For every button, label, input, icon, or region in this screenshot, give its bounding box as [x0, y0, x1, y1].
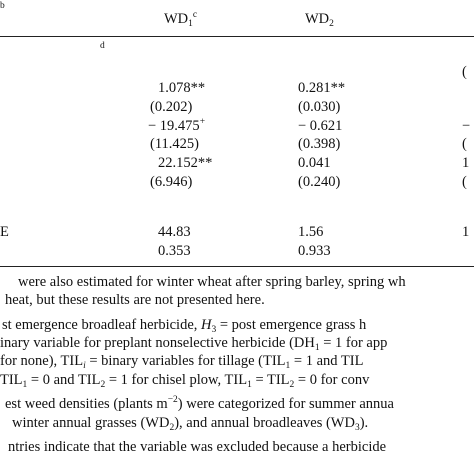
text-segment: = 1 for chisel plow, TIL — [105, 372, 248, 388]
footnote-line: were also estimated for winter wheat aft… — [18, 275, 406, 290]
table-cell: 0.281** — [298, 80, 346, 96]
table-cell: (6.946) — [150, 174, 193, 190]
text-segment: est weed densities (plants m — [5, 396, 168, 412]
footnote-line: st emergence broadleaf herbicide, H3 = p… — [2, 317, 367, 335]
text-segment: st emergence broadleaf herbicide, — [2, 317, 202, 333]
table-cell: (0.202) — [150, 99, 193, 115]
table-cell: − 0.621 — [298, 118, 343, 134]
text-segment: 2 — [329, 19, 334, 29]
text-segment: = binary variables for tillage (TIL — [85, 353, 286, 369]
text-segment: ), and annual broadleaves (WD — [174, 415, 355, 431]
table-cell: 1.078** — [158, 80, 206, 96]
table-cell: (11.425) — [150, 136, 199, 152]
text-segment: were also estimated for winter wheat aft… — [18, 274, 406, 290]
text-segment: = post emergence grass h — [216, 317, 367, 333]
text-segment: winter annual grasses (WD — [12, 415, 170, 431]
column-header: WD1c — [164, 10, 198, 29]
header-note: b — [0, 1, 5, 11]
text-segment: − 19.475 — [148, 118, 200, 134]
bottom-rule — [0, 266, 474, 267]
footnote-line: winter annual grasses (WD2), and annual … — [12, 415, 369, 433]
text-segment: 1 — [188, 19, 193, 29]
table-cell: 1 — [462, 224, 470, 240]
column-header: WD2 — [305, 11, 334, 29]
text-segment: H — [201, 317, 212, 333]
text-segment: ) were categorized for summer annua — [177, 396, 394, 412]
table-cell: 22.152** — [158, 155, 213, 171]
text-segment: WD — [164, 11, 189, 27]
text-segment: inary variable for preplant nonselective… — [0, 335, 315, 351]
section-note: d — [100, 41, 105, 51]
text-segment: 3 — [211, 325, 217, 335]
text-segment: = 1 and TIL — [290, 353, 364, 369]
text-segment: = 0 for conv — [294, 372, 370, 388]
header-rule — [0, 36, 474, 37]
table-cell: 1.56 — [298, 224, 324, 240]
table-cell: − 19.475+ — [148, 117, 206, 134]
text-segment: 3 — [354, 423, 360, 433]
footnote-line: inary variable for preplant nonselective… — [0, 335, 388, 353]
text-segment: ntries indicate that the variable was ex… — [8, 439, 387, 455]
table-cell: 1 — [462, 155, 470, 171]
text-segment: TIL — [0, 372, 23, 388]
text-segment: for none), TIL — [0, 353, 84, 369]
table-cell: ( — [462, 64, 467, 80]
table-cell: 0.353 — [158, 243, 191, 259]
text-segment: heat, but these results are not presente… — [5, 292, 265, 308]
text-segment: −2 — [167, 395, 178, 405]
text-segment: = 1 for app — [319, 335, 388, 351]
text-segment: ). — [359, 415, 369, 431]
text-segment: c — [192, 10, 198, 20]
footnote-line: est weed densities (plants m−2) were cat… — [5, 395, 394, 412]
text-segment: 2 — [100, 380, 106, 390]
footnote-line: ntries indicate that the variable was ex… — [8, 440, 386, 455]
text-segment: 1 — [285, 361, 291, 371]
text-segment: = TIL — [251, 372, 290, 388]
text-segment: 2 — [289, 380, 295, 390]
table-cell: 0.933 — [298, 243, 331, 259]
table-cell: − 1 — [462, 118, 474, 134]
text-segment: = 0 and TIL — [27, 372, 101, 388]
footnote-line: heat, but these results are not presente… — [5, 293, 265, 308]
table-cell: ( — [462, 136, 467, 152]
row-label: E — [0, 224, 9, 240]
table-cell: (0.398) — [298, 136, 341, 152]
text-segment: 1 — [314, 343, 320, 353]
footnote-line: for none), TILi = binary variables for t… — [0, 353, 364, 371]
text-segment: WD — [305, 11, 330, 27]
table-cell: 44.83 — [158, 224, 191, 240]
table-cell: 0.041 — [298, 155, 331, 171]
text-segment: 2 — [169, 423, 175, 433]
text-segment: 1 — [247, 380, 252, 390]
table-cell: (0.240) — [298, 174, 341, 190]
text-segment: + — [199, 117, 206, 127]
footnote-line: TIL1 = 0 and TIL2 = 1 for chisel plow, T… — [0, 372, 370, 390]
table-cell: ( — [462, 174, 467, 190]
text-segment: 1 — [22, 380, 28, 390]
text-segment: i — [83, 361, 86, 371]
table-cell: (0.030) — [298, 99, 341, 115]
